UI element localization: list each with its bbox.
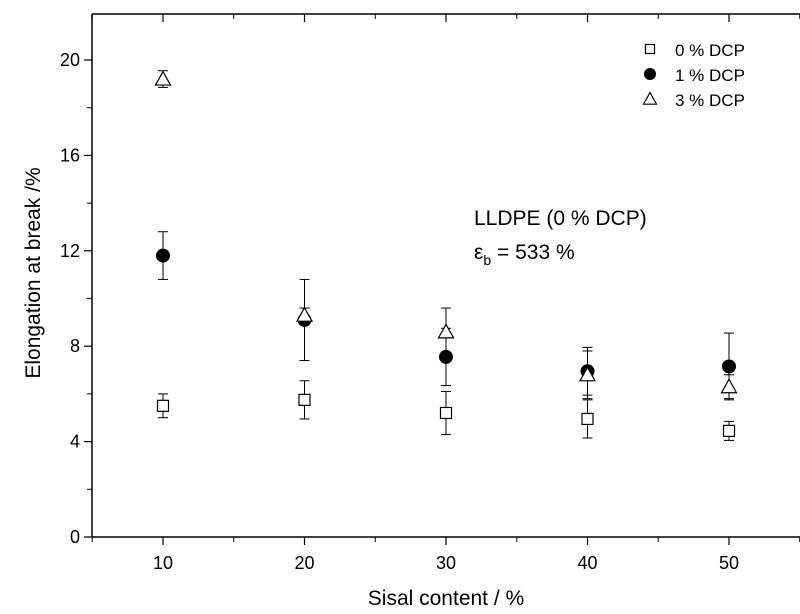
y-ticks: 0 4 8 12 16 20 xyxy=(60,50,92,547)
y-tick-label: 4 xyxy=(70,432,80,452)
y-tick-label: 16 xyxy=(60,145,80,165)
annotation-elongation: εb = 533 % xyxy=(474,241,575,268)
data-point xyxy=(156,248,170,263)
annotation-subscript: b xyxy=(483,252,491,268)
data-point xyxy=(722,424,736,437)
y-axis-label: Elongation at break /% xyxy=(22,167,45,378)
x-axis-label: Sisal content / % xyxy=(368,587,524,610)
x-tick-label: 20 xyxy=(294,553,314,573)
annotation-value: = 533 % xyxy=(491,241,574,264)
x-ticks: 10 20 30 40 50 xyxy=(91,14,800,573)
data-point xyxy=(156,399,170,412)
series-1 xyxy=(156,380,736,441)
y-tick-label: 20 xyxy=(60,50,80,70)
legend-label: 0 % DCP xyxy=(675,41,745,60)
data-point xyxy=(722,359,736,374)
x-tick-label: 50 xyxy=(719,553,739,573)
legend-marker xyxy=(642,91,658,105)
data-point xyxy=(154,70,172,86)
data-point xyxy=(720,378,738,394)
data-point xyxy=(298,393,311,406)
data-point xyxy=(581,412,594,426)
data-point xyxy=(578,366,597,382)
legend: 0 % DCP 1 % DCP 3 % DCP xyxy=(642,41,745,110)
x-tick-label: 40 xyxy=(577,553,597,573)
legend-marker xyxy=(644,68,656,80)
y-tick-label: 0 xyxy=(70,527,80,547)
annotation-material: LLDPE (0 % DCP) xyxy=(474,207,647,230)
x-tick-label: 10 xyxy=(153,553,173,573)
x-tick-label: 30 xyxy=(436,553,456,573)
legend-label: 1 % DCP xyxy=(675,66,745,85)
y-tick-label: 12 xyxy=(60,241,80,261)
data-point xyxy=(437,323,455,339)
data-point xyxy=(295,306,314,322)
legend-label: 3 % DCP xyxy=(675,91,745,110)
y-tick-label: 8 xyxy=(70,336,80,356)
data-point xyxy=(439,406,453,420)
legend-marker xyxy=(644,43,656,55)
annotation-symbol: ε xyxy=(474,241,483,264)
series-3 xyxy=(154,70,738,400)
series-layer xyxy=(154,70,738,441)
